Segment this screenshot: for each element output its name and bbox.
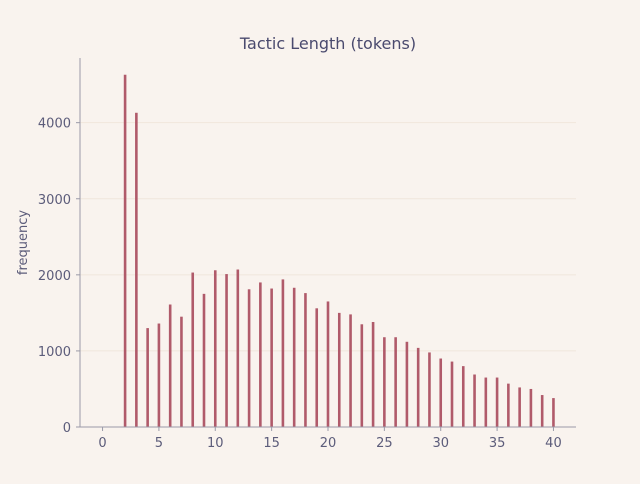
bar xyxy=(135,112,138,427)
bar xyxy=(225,274,228,427)
x-tick-label: 25 xyxy=(376,436,393,451)
bar xyxy=(259,282,262,427)
bar xyxy=(202,293,206,427)
bar xyxy=(473,374,476,427)
bar xyxy=(157,323,161,427)
x-tick-label: 15 xyxy=(263,436,280,451)
bar xyxy=(450,361,454,427)
bar xyxy=(213,270,217,427)
bar xyxy=(146,328,149,427)
bar xyxy=(292,287,296,427)
x-tick-label: 20 xyxy=(320,436,337,451)
bar xyxy=(180,316,183,427)
bar xyxy=(518,387,521,427)
y-tick-label: 0 xyxy=(63,421,71,436)
x-tick-label: 40 xyxy=(545,436,562,451)
bar xyxy=(236,269,240,427)
bar xyxy=(439,358,443,427)
bar xyxy=(315,308,319,427)
bar xyxy=(337,312,341,427)
bar xyxy=(552,398,555,427)
bar xyxy=(168,304,172,427)
bar xyxy=(371,322,375,427)
bar xyxy=(304,293,307,427)
bar xyxy=(383,337,386,427)
y-tick-label: 3000 xyxy=(38,193,71,208)
x-tick-label: 0 xyxy=(98,436,106,451)
tick-labels: 0 5 10 15 20 25 30 35 40 0 1000 2000 3000 4000 xyxy=(38,117,562,451)
x-tick-label: 30 xyxy=(432,436,449,451)
bar xyxy=(495,377,499,427)
y-tick-label: 2000 xyxy=(38,269,71,284)
bar xyxy=(405,341,409,427)
bar xyxy=(191,272,195,427)
bar xyxy=(281,279,285,427)
bar xyxy=(416,347,420,427)
x-tick-label: 5 xyxy=(155,436,163,451)
bar xyxy=(428,352,431,427)
y-tick-label: 4000 xyxy=(38,117,71,132)
y-axis-label: frequency xyxy=(16,210,31,276)
bar xyxy=(247,289,251,427)
bar xyxy=(360,324,364,427)
bar xyxy=(461,366,465,427)
bar xyxy=(123,74,127,427)
chart-title: Tactic Length (tokens) xyxy=(239,34,416,53)
x-tick-label: 35 xyxy=(489,436,506,451)
bar xyxy=(540,395,544,427)
y-tick-label: 1000 xyxy=(38,345,71,360)
bar xyxy=(349,314,352,427)
bar xyxy=(484,377,488,427)
bar-series xyxy=(123,74,555,427)
bar xyxy=(507,383,510,427)
x-tick-label: 10 xyxy=(207,436,224,451)
bar xyxy=(326,301,330,427)
bar xyxy=(529,388,533,427)
bar xyxy=(394,337,397,427)
bar xyxy=(270,288,273,427)
